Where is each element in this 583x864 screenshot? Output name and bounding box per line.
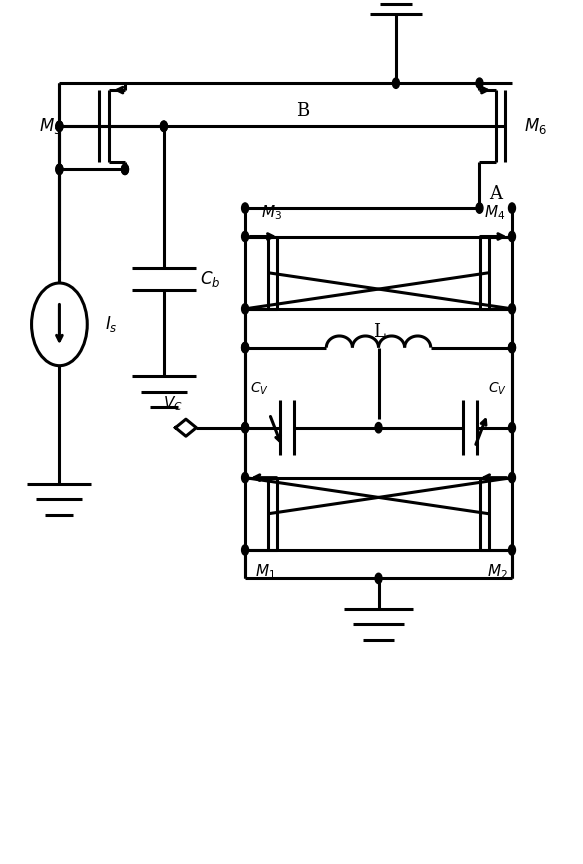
Text: $M_4$: $M_4$ bbox=[484, 203, 505, 222]
Circle shape bbox=[56, 121, 63, 131]
Text: A: A bbox=[489, 185, 502, 203]
Circle shape bbox=[476, 203, 483, 213]
Circle shape bbox=[375, 422, 382, 433]
Text: $I_s$: $I_s$ bbox=[106, 314, 118, 334]
Circle shape bbox=[508, 422, 515, 433]
Text: $C_b$: $C_b$ bbox=[200, 269, 220, 289]
Circle shape bbox=[56, 164, 63, 175]
Circle shape bbox=[56, 121, 63, 131]
Circle shape bbox=[160, 121, 167, 131]
Circle shape bbox=[508, 203, 515, 213]
Circle shape bbox=[121, 164, 128, 175]
Circle shape bbox=[508, 232, 515, 242]
Circle shape bbox=[241, 342, 248, 353]
Circle shape bbox=[241, 473, 248, 483]
Circle shape bbox=[160, 121, 167, 131]
Circle shape bbox=[56, 164, 63, 175]
Text: $M_5$: $M_5$ bbox=[40, 117, 62, 137]
Text: B: B bbox=[297, 102, 310, 120]
Text: L: L bbox=[373, 323, 384, 341]
Text: $M_6$: $M_6$ bbox=[524, 117, 547, 137]
Circle shape bbox=[241, 422, 248, 433]
Circle shape bbox=[241, 203, 248, 213]
Circle shape bbox=[476, 78, 483, 88]
Circle shape bbox=[508, 342, 515, 353]
Circle shape bbox=[241, 232, 248, 242]
Circle shape bbox=[375, 573, 382, 583]
Text: $C_V$: $C_V$ bbox=[488, 381, 507, 397]
Circle shape bbox=[121, 164, 128, 175]
Text: $M_3$: $M_3$ bbox=[261, 203, 282, 222]
Circle shape bbox=[241, 303, 248, 314]
Circle shape bbox=[241, 545, 248, 556]
Circle shape bbox=[392, 78, 399, 88]
Circle shape bbox=[508, 545, 515, 556]
Text: $V_C$: $V_C$ bbox=[163, 394, 182, 413]
Text: $M_1$: $M_1$ bbox=[255, 562, 276, 581]
Circle shape bbox=[241, 342, 248, 353]
Circle shape bbox=[508, 342, 515, 353]
Circle shape bbox=[508, 303, 515, 314]
Circle shape bbox=[508, 473, 515, 483]
Text: $C_V$: $C_V$ bbox=[250, 381, 269, 397]
Circle shape bbox=[241, 422, 248, 433]
Text: $M_2$: $M_2$ bbox=[487, 562, 508, 581]
